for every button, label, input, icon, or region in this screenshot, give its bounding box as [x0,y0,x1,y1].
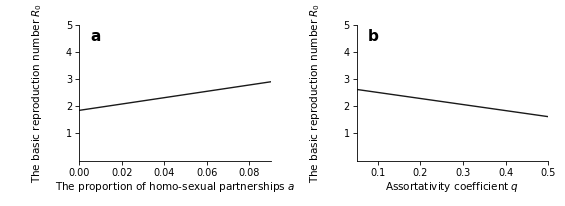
Text: b: b [368,29,379,44]
X-axis label: The proportion of homo-sexual partnerships $a$: The proportion of homo-sexual partnershi… [55,180,295,194]
Text: The basic reproduction number $R_0$: The basic reproduction number $R_0$ [307,3,321,183]
X-axis label: Assortativity coefficient $q$: Assortativity coefficient $q$ [385,180,519,194]
Text: a: a [90,29,101,44]
Text: The basic reproduction number $R_0$: The basic reproduction number $R_0$ [30,3,44,183]
